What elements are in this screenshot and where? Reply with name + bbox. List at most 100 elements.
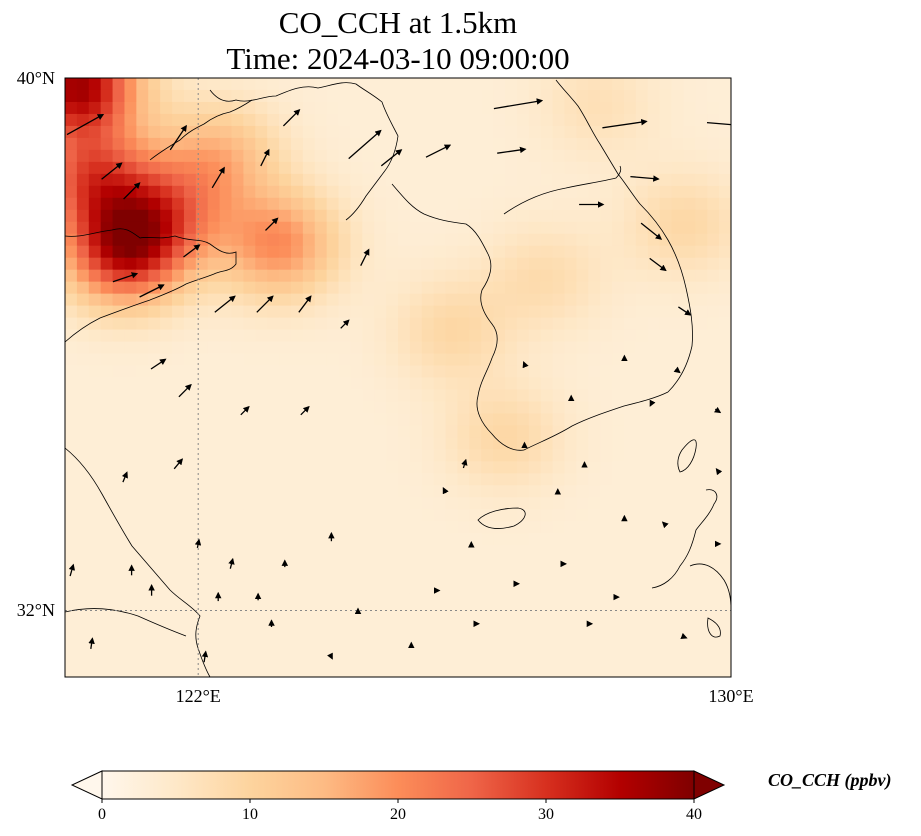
field-cell	[612, 149, 625, 163]
field-cell	[588, 569, 601, 582]
field-cell	[516, 629, 530, 642]
field-cell	[207, 197, 221, 211]
field-cell	[76, 101, 90, 115]
field-cell	[338, 413, 352, 427]
field-cell	[386, 281, 399, 295]
field-cell	[267, 305, 280, 319]
field-cell	[183, 641, 197, 654]
field-cell	[576, 521, 589, 534]
field-cell	[719, 305, 731, 319]
field-cell	[635, 353, 649, 367]
field-cell	[635, 617, 649, 630]
field-cell	[350, 485, 363, 498]
field-cell	[76, 509, 90, 522]
field-cell	[65, 78, 78, 91]
field-cell	[302, 197, 316, 211]
field-cell	[481, 257, 494, 271]
field-cell	[338, 125, 352, 139]
field-cell	[267, 665, 280, 677]
field-cell	[338, 137, 352, 151]
field-cell	[528, 245, 542, 259]
field-cell	[148, 605, 161, 618]
field-cell	[623, 581, 637, 594]
field-cell	[362, 197, 375, 211]
field-cell	[707, 125, 720, 139]
field-cell	[160, 425, 173, 438]
field-cell	[635, 473, 649, 486]
field-cell	[290, 377, 304, 391]
field-cell	[112, 185, 126, 199]
field-cell	[493, 377, 506, 391]
field-cell	[386, 641, 399, 654]
field-cell	[564, 629, 577, 642]
field-cell	[362, 605, 375, 618]
colorbar-tick-label: 40	[686, 806, 702, 823]
field-cell	[433, 245, 447, 259]
field-cell	[124, 401, 137, 415]
field-cell	[219, 173, 233, 187]
field-cell	[112, 78, 126, 91]
field-cell	[350, 617, 363, 630]
field-cell	[647, 233, 661, 247]
field-cell	[695, 137, 708, 151]
field-cell	[326, 641, 340, 654]
field-cell	[338, 161, 352, 175]
field-cell	[302, 653, 316, 666]
field-cell	[338, 617, 352, 630]
field-cell	[314, 137, 328, 151]
field-cell	[350, 641, 363, 654]
field-cell	[516, 449, 530, 462]
field-cell	[172, 185, 185, 199]
field-cell	[136, 125, 149, 139]
field-cell	[528, 413, 542, 427]
field-cell	[516, 365, 530, 379]
field-cell	[386, 257, 399, 271]
field-cell	[481, 521, 494, 534]
field-cell	[576, 89, 589, 103]
field-cell	[195, 437, 209, 450]
field-cell	[243, 329, 256, 343]
field-cell	[255, 497, 268, 510]
field-cell	[623, 533, 637, 546]
field-cell	[647, 161, 661, 175]
field-cell	[445, 497, 459, 510]
field-cell	[707, 569, 720, 582]
coast-bohai	[209, 82, 399, 221]
field-cell	[457, 557, 470, 570]
field-cell	[409, 269, 423, 283]
field-cell	[719, 101, 731, 115]
field-cell	[172, 149, 185, 163]
field-cell	[623, 653, 637, 666]
field-cell	[326, 257, 340, 271]
field-cell	[100, 629, 114, 642]
field-cell	[350, 653, 363, 666]
field-cell	[338, 281, 352, 295]
field-cell	[421, 641, 435, 654]
field-cell	[160, 317, 173, 331]
field-cell	[207, 78, 221, 91]
field-cell	[124, 137, 137, 151]
field-cell	[148, 401, 161, 415]
field-cell	[695, 317, 708, 331]
field-cell	[540, 197, 554, 211]
field-cell	[362, 521, 375, 534]
field-cell	[623, 473, 637, 486]
field-cell	[231, 185, 244, 199]
field-cell	[421, 569, 435, 582]
field-cell	[207, 533, 221, 546]
field-cell	[600, 281, 613, 295]
field-cell	[76, 605, 90, 618]
field-cell	[279, 233, 292, 247]
field-cell	[183, 593, 197, 606]
field-cell	[267, 317, 280, 331]
field-cell	[148, 161, 161, 175]
field-cell	[433, 449, 447, 462]
field-cell	[409, 233, 423, 247]
field-cell	[635, 437, 649, 450]
field-cell	[207, 101, 221, 115]
field-cell	[386, 89, 399, 103]
field-cell	[124, 545, 137, 558]
field-cell	[457, 521, 470, 534]
field-cell	[326, 113, 340, 127]
field-cell	[719, 629, 731, 642]
